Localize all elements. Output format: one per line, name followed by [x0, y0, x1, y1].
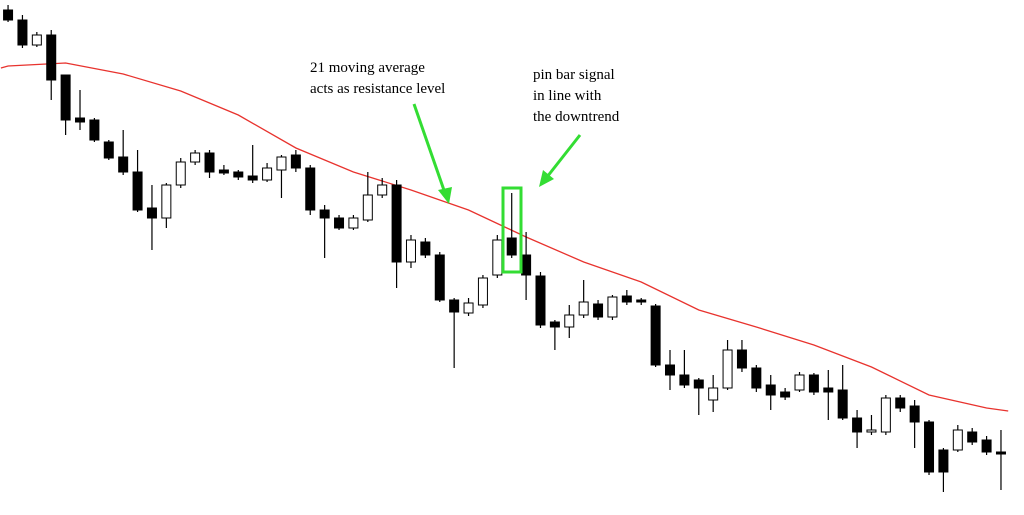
- candle-body: [477, 277, 488, 306]
- annotations: 21 moving average acts as resistance leve…: [310, 60, 620, 274]
- candle-body: [981, 439, 992, 453]
- candle-body: [852, 417, 863, 433]
- candle-body: [233, 171, 244, 178]
- candle-body: [348, 217, 359, 229]
- candle-body: [837, 389, 848, 419]
- candle-body: [995, 451, 1006, 455]
- candle-body: [190, 152, 201, 163]
- annotation-text: 21 moving average: [310, 60, 425, 76]
- candle-body: [549, 321, 560, 328]
- candle-body: [146, 207, 157, 219]
- candle-body: [362, 194, 373, 221]
- candle-body: [290, 154, 301, 169]
- candle-body: [420, 241, 431, 256]
- candle-body: [578, 301, 589, 316]
- candle-body: [334, 217, 345, 229]
- candle-body: [391, 184, 402, 263]
- candle-body: [434, 254, 445, 301]
- moving-average-line: [0, 62, 1009, 412]
- arrow-head: [438, 187, 452, 204]
- candle-body: [679, 374, 690, 386]
- candle-body: [665, 364, 676, 376]
- candle-body: [593, 303, 604, 318]
- candle-body: [319, 209, 330, 219]
- candle-body: [204, 152, 215, 173]
- candle-body: [909, 405, 920, 423]
- arrow: [545, 134, 582, 178]
- candle-body: [3, 9, 14, 21]
- annotation-text: acts as resistance level: [310, 81, 445, 97]
- candle-body: [31, 34, 42, 46]
- candle-body: [650, 305, 661, 366]
- candle-body: [938, 449, 949, 473]
- candle-body: [175, 161, 186, 186]
- candle-body: [75, 117, 86, 123]
- candle-body: [89, 119, 100, 141]
- candle-body: [46, 34, 57, 81]
- candle-body: [794, 374, 805, 391]
- candle-body: [218, 169, 229, 174]
- candle-body: [722, 349, 733, 389]
- candle-body: [866, 429, 877, 433]
- candle-body: [808, 374, 819, 393]
- highlight-box: [501, 186, 523, 274]
- arrow-head: [539, 170, 554, 187]
- candle-body: [60, 74, 71, 121]
- candle-body: [103, 141, 114, 159]
- annotation-text: the downtrend: [533, 109, 620, 125]
- candle-body: [780, 391, 791, 398]
- candle-body: [736, 349, 747, 369]
- candle-body: [880, 397, 891, 433]
- candle-body: [17, 19, 28, 46]
- candle-body: [895, 397, 906, 409]
- candle-body: [823, 387, 834, 393]
- candle-body: [535, 275, 546, 326]
- candle-body: [492, 239, 503, 276]
- candle-body: [967, 431, 978, 443]
- candle-body: [463, 302, 474, 314]
- candle-body: [247, 175, 258, 181]
- candle-body: [607, 296, 618, 318]
- candle-body: [161, 184, 172, 219]
- candle-body: [377, 184, 388, 196]
- candle-body: [449, 299, 460, 313]
- candle-body: [693, 379, 704, 389]
- annotation-text: in line with: [533, 88, 602, 104]
- candle-body: [952, 429, 963, 451]
- candle-body: [924, 421, 935, 473]
- candle-body: [262, 167, 273, 181]
- candle-body: [636, 299, 647, 303]
- candle-body: [405, 239, 416, 263]
- candle-body: [276, 156, 287, 171]
- annotation-text: pin bar signal: [533, 67, 615, 83]
- candle-body: [305, 167, 316, 211]
- candle-body: [521, 254, 532, 276]
- candle-body: [506, 237, 517, 256]
- candle-body: [132, 171, 143, 211]
- arrow: [412, 103, 448, 197]
- candle-body: [708, 387, 719, 401]
- candle-body: [621, 295, 632, 303]
- candle-body: [765, 384, 776, 396]
- candle-body: [751, 367, 762, 389]
- candle-body: [118, 156, 129, 173]
- candle-body: [564, 314, 575, 328]
